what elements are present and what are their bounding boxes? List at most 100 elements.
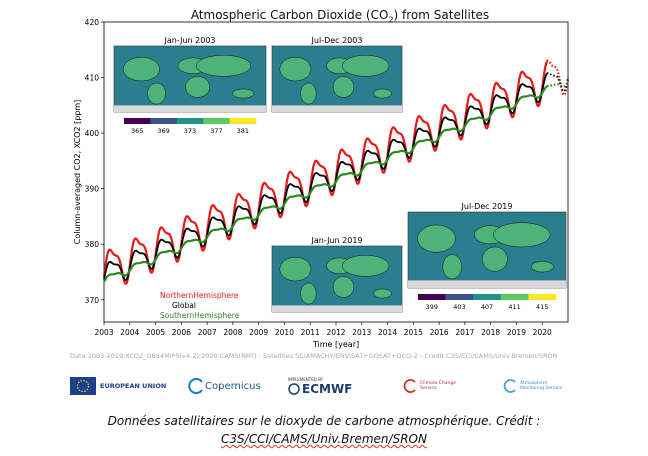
ecmwf-logo: IMPLEMENTED BY ECMWF [288,376,353,396]
x-tick-label: 2017 [455,328,474,337]
inset-jan-jun-2019-landmass [332,276,355,298]
co2-chart: 2003 2004 2005 2006 2007 2008 2009 2010 2011 2012… [73,18,570,349]
inset-jan-jun-2003-landmass [195,54,252,77]
x-tick-label: 2013 [352,328,371,337]
inset-jan-jun-2019-antarctica [272,305,402,312]
inset-jan-jun-2019-landmass [373,288,392,299]
caption-line-2: C3S/CCI/CAMS/Univ.Bremen/SRON [221,432,427,446]
inset-jul-dec-2019-landmass [417,224,456,253]
inset-jan-jun-2003-landmass [232,88,255,99]
inset-jul-dec-2019-colorbar-segment [500,294,529,300]
inset-jan-jun-2019-landmass [279,256,312,282]
inset-jan-jun-2003-landmass [185,76,211,98]
series-nrt-northernhemisphere [546,59,570,97]
inset-jan-jun-2003-landmass [122,56,160,82]
inset-jan-jun-2003-colorbar-segment [150,118,178,124]
y-tick-label: 390 [85,185,100,194]
inset-jan-jun-2003-colorbar-tick: 381 [237,127,249,135]
inset-jul-dec-2019-colorbar-tick: 411 [508,303,520,311]
inset-jul-dec-2019-colorbar-tick: 415 [536,303,548,311]
inset-jan-jun-2003-colorbar-tick: 365 [131,127,143,135]
chart-title: Atmospheric Carbon Dioxide (CO2) from Sa… [190,8,490,25]
inset-jul-dec-2003-landmass [279,56,312,82]
x-axis-label: Time [year] [312,340,359,349]
inset-jan-jun-2003-colorbar-segment [176,118,204,124]
inset-title: Jan-Jun 2019 [310,236,362,245]
inset-jul-dec-2003-landmass [373,88,392,99]
inset-jan-jun-2003-colorbar-tick: 373 [184,127,196,135]
series-line-southernhemisphere [103,85,548,283]
series-nrt-southernhemisphere [546,81,569,88]
y-tick-label: 380 [85,240,100,249]
x-tick-label: 2009 [249,328,268,337]
x-tick-label: 2015 [404,328,423,337]
caption-line-1: Données satellitaires sur le dioxyde de … [107,414,541,428]
legend-entry: Global [172,301,196,310]
series-line-northernhemisphere [102,60,549,285]
y-tick-label: 410 [85,74,100,83]
x-tick-label: 2007 [198,328,217,337]
inset-jan-jun-2003-colorbar-tick: 377 [210,127,222,135]
inset-jan-jun-2019-landmass [300,282,317,305]
inset-jul-dec-2019-colorbar-segment [528,294,557,300]
inset-jul-dec-2003-landmass [332,76,355,98]
x-tick-label: 2019 [507,328,526,337]
inset-jan-jun-2003-landmass [147,82,166,105]
x-tick-label: 2012 [326,328,345,337]
copernicus-swirl-icon [188,378,203,394]
series-nrt-global [546,72,569,93]
eu-flag-icon [70,377,96,395]
x-tick-label: 2018 [481,328,500,337]
legend-entry: NorthernHemisphere [160,291,239,300]
x-tick-label: 2008 [223,328,242,337]
y-axis-label: Column-averaged CO2, XCO2 [ppm] [73,100,82,245]
c3s-logo: Climate Change Service [402,372,460,400]
inset-jan-jun-2019-landmass [341,254,390,277]
inset-jan-jun-2003-colorbar-segment [203,118,230,124]
x-tick-label: 2020 [533,328,552,337]
series-line-global [103,73,548,281]
inset-jul-dec-2019-landmass [442,254,462,280]
logo-bar: EUROPEAN UNION Copernicus IMPLEMENTED BY… [70,372,590,400]
y-tick-label: 420 [85,18,100,27]
cams-swirl-icon [503,379,516,393]
eu-logo: EUROPEAN UNION [70,372,166,400]
inset-jan-jun-2003-colorbar-segment [229,118,257,124]
legend-entry: SouthernHemisphere [160,311,240,320]
inset-title: Jan-Jun 2003 [163,36,215,45]
figure-caption: Données satellitaires sur le dioxyde de … [40,412,608,448]
inset-jul-dec-2003-landmass [300,82,317,105]
inset-title: Jul-Dec 2003 [311,36,363,45]
inset-jan-jun-2003-colorbar-tick: 369 [157,127,169,135]
cams-logo: Atmosphere Monitoring Service [502,372,566,400]
y-tick-label: 400 [85,129,100,138]
inset-jul-dec-2019-colorbar-segment [418,294,446,300]
y-tick-label: 370 [85,296,100,305]
inset-jul-dec-2019-colorbar-tick: 403 [453,303,465,311]
inset-jul-dec-2019-antarctica [408,280,566,288]
x-tick-label: 2011 [301,328,320,337]
x-tick-label: 2006 [172,328,191,337]
x-tick-label: 2010 [275,328,294,337]
x-tick-label: 2005 [146,328,165,337]
inset-jul-dec-2019-landmass [493,222,551,248]
data-credit-text: Data:2003-2019:XCO2_OBS4MIPS(v4.2);2020:… [70,352,558,360]
inset-title: Jul-Dec 2019 [461,202,513,211]
ecmwf-globe-icon [288,382,300,395]
c3s-swirl-icon [403,379,416,393]
inset-jul-dec-2003-landmass [341,54,390,77]
inset-jul-dec-2019-colorbar-tick: 407 [481,303,493,311]
inset-jul-dec-2019-colorbar-segment [473,294,502,300]
x-tick-label: 2016 [430,328,449,337]
copernicus-logo: Copernicus [188,372,261,400]
x-tick-label: 2004 [120,328,139,337]
inset-jul-dec-2003-antarctica [272,105,402,112]
inset-jul-dec-2019-landmass [530,261,554,273]
inset-jan-jun-2003-antarctica [114,105,266,112]
inset-jul-dec-2019-landmass [482,246,508,272]
inset-jul-dec-2019-colorbar-tick: 399 [426,303,438,311]
inset-jan-jun-2003-colorbar-segment [124,118,151,124]
x-tick-label: 2014 [378,328,397,337]
inset-jul-dec-2019-colorbar-segment [445,294,474,300]
x-tick-label: 2003 [94,328,113,337]
